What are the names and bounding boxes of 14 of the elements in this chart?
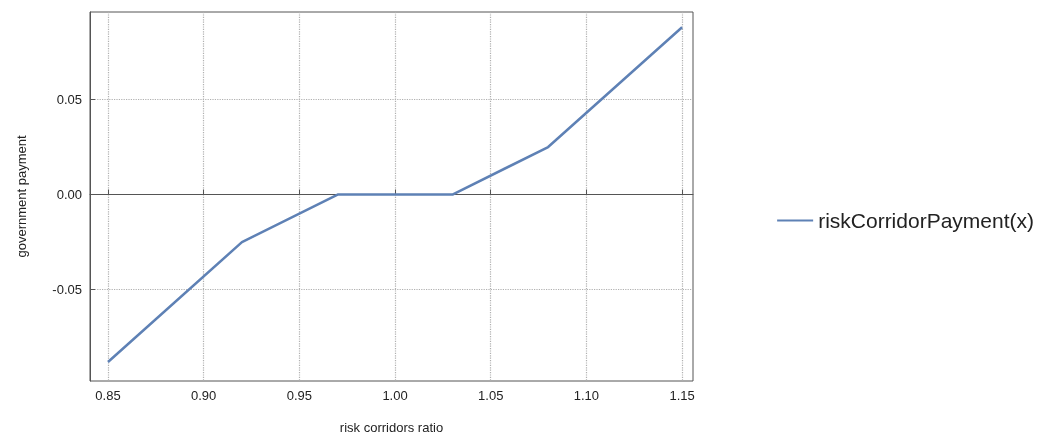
y-axis-title: government payment: [14, 135, 29, 258]
y-tick-label: 0.00: [56, 187, 82, 203]
legend-label: riskCorridorPayment(x): [818, 209, 1035, 232]
x-tick-label: 1.05: [478, 388, 504, 403]
y-tick-label: 0.05: [56, 91, 82, 107]
x-tick-label: 1.10: [573, 388, 600, 403]
line-series: [106, 25, 684, 364]
x-tick-label: 0.90: [191, 388, 217, 403]
x-tick-label: 0.95: [286, 388, 313, 403]
x-tick-label: 0.85: [95, 388, 121, 403]
y-tick-label: -0.05: [52, 282, 82, 298]
x-tick-label: 1.00: [382, 388, 408, 403]
x-axis-title: risk corridors ratio: [339, 420, 444, 435]
x-tick-label: 1.15: [669, 388, 695, 403]
